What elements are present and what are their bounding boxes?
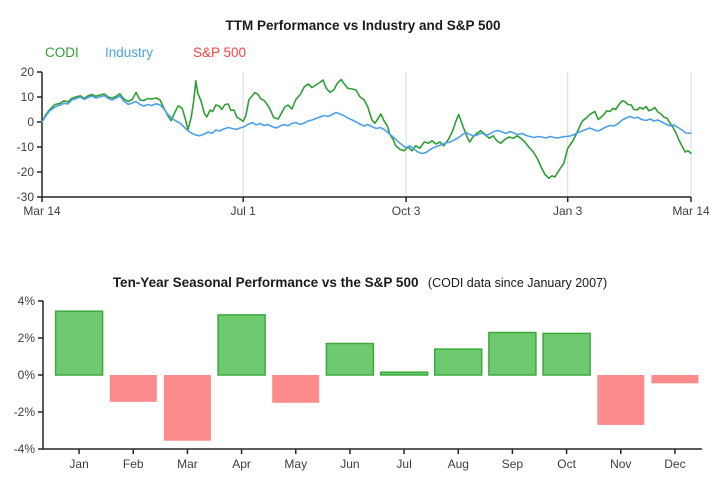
ttm-line-chart: TTM Performance vs Industry and S&P 500 … <box>17 18 710 218</box>
x-tick-label: Jun <box>340 457 359 471</box>
y-tick-label: 0 <box>27 115 34 129</box>
bar-sep <box>488 331 537 376</box>
bar-jun <box>325 342 375 376</box>
x-tick-label: Jan <box>69 457 88 471</box>
y-tick-label: -2% <box>14 405 36 419</box>
x-tick-label: Oct <box>557 457 576 471</box>
x-tick-label: Feb <box>123 457 144 471</box>
seasonal-plot-area: 4% 2% 0% -2% -4% Jan Feb Mar Apr May Jun Jul Aug Sep O… <box>14 294 702 471</box>
y-tick-label: -20 <box>17 165 35 179</box>
series-line-industry <box>41 94 692 155</box>
x-tick-label: Nov <box>610 457 631 471</box>
x-tick-label: Mar 14 <box>23 204 61 218</box>
bar-feb <box>109 375 157 402</box>
bar-jan <box>54 310 104 376</box>
x-tick-label: Mar 14 <box>672 204 710 218</box>
bar-jul <box>379 371 429 376</box>
x-tick-label: Jan 3 <box>553 204 583 218</box>
y-tick-label: 4% <box>18 294 36 308</box>
legend-item-sp500: S&P 500 <box>193 45 246 60</box>
x-tick-label: Mar <box>177 457 198 471</box>
y-tick-label: 10 <box>21 90 35 104</box>
bar-apr <box>217 314 266 376</box>
x-tick-label: Aug <box>448 457 469 471</box>
seasonal-title-main: Ten-Year Seasonal Performance vs the S&P… <box>113 275 419 290</box>
x-tick-label: Oct 3 <box>392 204 421 218</box>
bar-nov <box>597 375 645 425</box>
x-tick-label: Sep <box>502 457 524 471</box>
y-tick-label: -4% <box>14 442 36 456</box>
legend-item-industry: Industry <box>105 45 153 60</box>
y-tick-label: -30 <box>17 190 35 204</box>
legend-item-codi: CODI <box>45 45 79 60</box>
x-tick-label: Jul <box>396 457 411 471</box>
y-tick-label: -10 <box>17 140 35 154</box>
ttm-legend: CODI Industry S&P 500 <box>45 45 246 60</box>
seasonal-chart-title: Ten-Year Seasonal Performance vs the S&P… <box>113 274 607 291</box>
seasonal-title-note: (CODI data since January 2007) <box>428 276 607 290</box>
ttm-chart-title: TTM Performance vs Industry and S&P 500 <box>225 18 500 33</box>
y-tick-label: 20 <box>21 65 35 79</box>
bar-aug <box>433 348 483 376</box>
bar-oct <box>542 332 591 376</box>
x-tick-label: Apr <box>232 457 251 471</box>
x-tick-label: Dec <box>664 457 685 471</box>
bar-may <box>272 375 320 403</box>
bar-mar <box>163 375 211 441</box>
bar-dec <box>651 375 699 384</box>
x-tick-label: Jul 1 <box>231 204 257 218</box>
y-tick-label: 2% <box>18 331 36 345</box>
y-tick-label: 0% <box>18 368 36 382</box>
x-tick-label: May <box>284 457 307 471</box>
seasonal-bar-chart: Ten-Year Seasonal Performance vs the S&P… <box>14 274 702 471</box>
